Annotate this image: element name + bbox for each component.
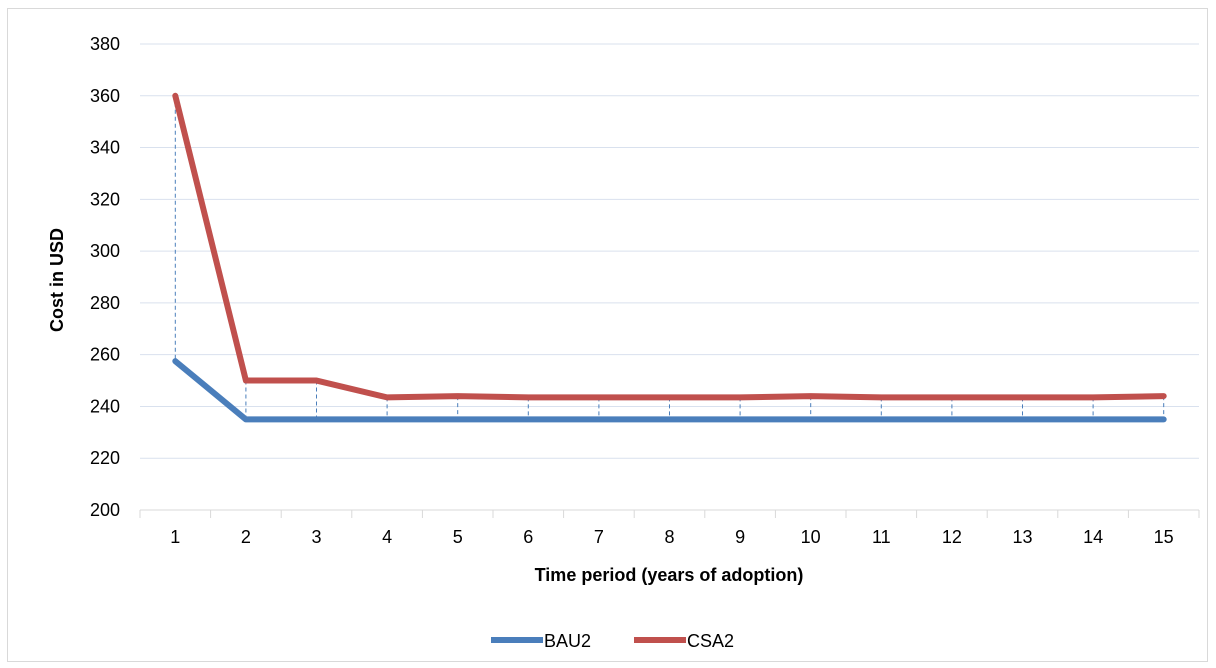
gridlines <box>140 43 1199 459</box>
y-axis-title: Cost in USD <box>47 228 67 332</box>
x-tick-label: 6 <box>523 527 533 547</box>
y-tick-label: 200 <box>90 500 120 520</box>
x-axis-title: Time period (years of adoption) <box>535 565 804 585</box>
y-tick-label: 220 <box>90 448 120 468</box>
y-tick-label: 380 <box>90 34 120 54</box>
legend-label-bau2: BAU2 <box>544 631 591 651</box>
x-tick-label: 2 <box>241 527 251 547</box>
y-tick-label: 260 <box>90 345 120 365</box>
x-tick-label: 1 <box>170 527 180 547</box>
x-tick-label: 9 <box>735 527 745 547</box>
y-tick-label: 360 <box>90 86 120 106</box>
x-tick-label: 4 <box>382 527 392 547</box>
x-tick-label: 13 <box>1012 527 1032 547</box>
series-line-bau2 <box>172 358 1167 423</box>
y-tick-label: 320 <box>90 189 120 209</box>
y-tick-label: 300 <box>90 241 120 261</box>
x-tick-label: 5 <box>453 527 463 547</box>
x-tick-label: 10 <box>801 527 821 547</box>
x-tick-label: 14 <box>1083 527 1103 547</box>
axes <box>139 509 1200 518</box>
x-tick-label: 3 <box>311 527 321 547</box>
x-tick-label: 11 <box>872 527 891 547</box>
chart-frame <box>7 8 1208 662</box>
x-tick-label: 15 <box>1154 527 1174 547</box>
x-tick-label: 12 <box>942 527 962 547</box>
series-line-csa2 <box>172 92 1167 401</box>
y-tick-label: 340 <box>90 138 120 158</box>
y-tick-label: 280 <box>90 293 120 313</box>
x-tick-label: 8 <box>664 527 674 547</box>
series-lines <box>172 92 1167 423</box>
legend-label-csa2: CSA2 <box>687 631 734 651</box>
legend: BAU2 CSA2 <box>491 631 734 651</box>
x-tick-label: 7 <box>594 527 604 547</box>
drop-lines <box>174 95 1165 420</box>
y-tick-label: 240 <box>90 396 120 416</box>
